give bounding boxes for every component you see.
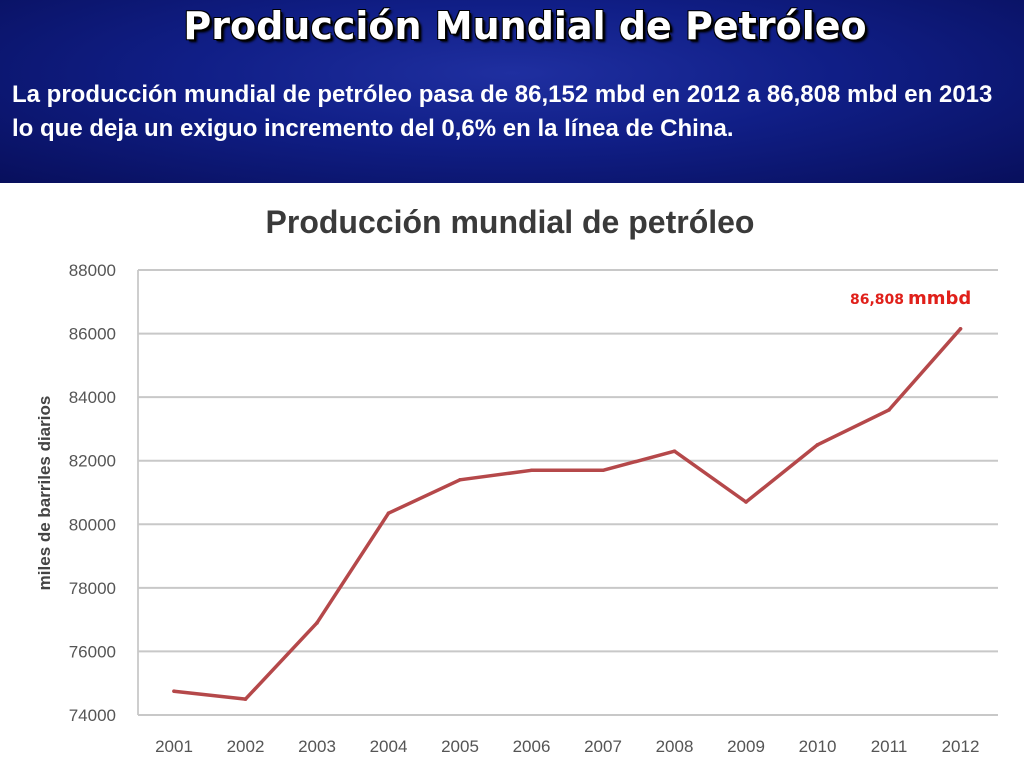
y-tick-label: 82000 <box>69 452 116 471</box>
annotation-value: 86,808 <box>850 292 905 308</box>
data-point <box>315 621 319 625</box>
y-tick-label: 76000 <box>69 642 116 661</box>
y-tick-label: 78000 <box>69 579 116 598</box>
x-tick-label: 2009 <box>727 737 765 756</box>
gridlines <box>137 269 998 716</box>
y-tick-label: 74000 <box>69 706 116 725</box>
annotation-unit: mmbd <box>908 288 972 309</box>
data-point <box>243 697 248 701</box>
y-tick-label: 88000 <box>69 261 116 280</box>
data-point <box>601 468 605 473</box>
data-point <box>887 408 891 412</box>
x-tick-label: 2007 <box>584 737 622 756</box>
chart-area: Producción mundial de petróleo miles de … <box>0 183 1024 768</box>
x-tick-label: 2006 <box>513 737 551 756</box>
series-layer <box>172 327 963 701</box>
x-tick-label: 2003 <box>298 737 336 756</box>
series-line <box>172 327 963 701</box>
data-point <box>529 468 534 473</box>
title-banner: Producción Mundial de Petróleo La produc… <box>0 0 1024 183</box>
data-point <box>672 449 677 453</box>
slide-description: La producción mundial de petróleo pasa d… <box>12 81 993 142</box>
x-tick-label: 2001 <box>155 737 193 756</box>
data-point <box>172 689 176 693</box>
y-tick-label: 86000 <box>69 325 116 344</box>
data-point <box>815 443 820 447</box>
x-tick-label: 2005 <box>441 737 479 756</box>
tick-labels: 74000 76000 78000 80000 82000 84000 86000 88000… <box>69 261 980 756</box>
line-chart: Producción mundial de petróleo miles de … <box>35 204 998 756</box>
y-axis-label: miles de barriles diarios <box>35 396 54 591</box>
data-point <box>744 500 748 504</box>
chart-title: Producción mundial de petróleo <box>266 204 755 240</box>
x-tick-label: 2004 <box>370 737 408 756</box>
x-tick-label: 2012 <box>942 737 980 756</box>
x-tick-label: 2010 <box>799 737 837 756</box>
y-tick-label: 80000 <box>69 515 116 534</box>
x-tick-label: 2008 <box>656 737 694 756</box>
data-point <box>458 477 462 482</box>
x-tick-label: 2011 <box>871 737 908 756</box>
data-point <box>958 327 963 331</box>
data-point <box>386 511 391 515</box>
last-value-annotation: 86,808 mmbd <box>850 288 971 309</box>
slide-title: Producción Mundial de Petróleo <box>183 4 867 48</box>
y-tick-label: 84000 <box>69 388 116 407</box>
x-tick-label: 2002 <box>227 737 265 756</box>
